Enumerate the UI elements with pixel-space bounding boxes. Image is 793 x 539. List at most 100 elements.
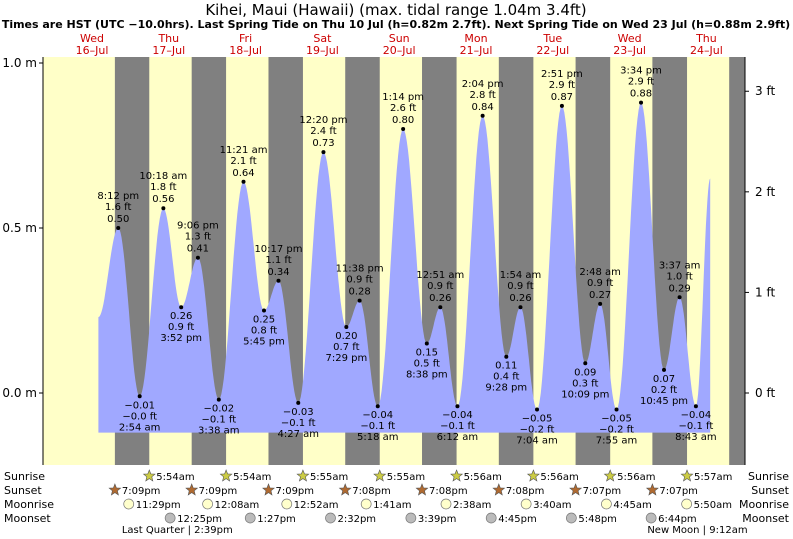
tide-height-ft: 1.8 ft [150,182,176,193]
moonset-icon [164,512,176,524]
tide-point [455,404,460,409]
tide-time: 2:48 am [579,267,621,278]
high-tide: 12:20 pm2.4 ft0.73 [299,115,348,155]
sunset-time: 7:07pm [583,486,622,497]
sunset-icon [569,483,583,496]
tide-height-m: −0.04 [362,410,393,421]
tide-time: 3:37 am [659,260,701,271]
tide-height-m: −0.05 [522,414,553,425]
low-tide: −0.05−0.2 ft7:55 am [596,407,637,447]
tide-height-ft: 0.9 ft [507,281,533,292]
tide-height-m: 0.25 [253,315,275,326]
moonset-time: 5:48pm [578,514,617,525]
tide-point [344,325,349,329]
tide-point [137,394,142,399]
chart-title: Kihei, Maui (Hawaii) (max. tidal range 1… [205,1,586,19]
tide-time: 8:43 am [675,432,717,443]
low-tide: 0.110.4 ft9:28 pm [485,354,527,394]
sunrise-time: 5:57am [694,472,732,483]
tide-height-ft: 0.5 ft [414,359,440,370]
sunset-time: 7:09pm [275,486,314,497]
high-tide: 2:48 am0.9 ft0.27 [579,267,621,306]
tide-height-m: 0.56 [152,194,174,205]
tide-point [216,397,221,402]
moonrise-time: 4:45am [613,500,651,511]
high-tide: 12:51 am0.9 ft0.26 [416,270,464,310]
tide-point [276,278,281,283]
low-tide: 0.250.8 ft5:45 pm [243,308,285,348]
sunset-icon [185,483,199,496]
tide-height-m: 0.29 [668,283,690,294]
day-labels: Wed16–JulThu17–JulFri18–JulSat19–JulSun2… [76,32,723,57]
day-name: Tue [542,32,562,45]
tide-height-m: 0.26 [429,293,451,304]
tide-height-ft: 2.6 ft [390,103,416,114]
day-name: Mon [464,32,487,45]
high-tide: 8:12 pm1.6 ft0.50 [97,191,139,230]
moon-phase-label: Last Quarter | 2:39pm [122,525,233,536]
right-tick-label: 0 ft [755,386,775,400]
moonrise-icon [681,498,693,510]
tide-point [161,206,166,211]
tide-height-ft: 0.9 ft [427,281,453,292]
tide-time: 2:51 pm [541,69,583,80]
tide-time: 6:12 am [437,432,479,443]
sunrise-icon [603,469,617,482]
left-tick-label: 1.0 m [2,56,37,70]
moonset-time: 4:45pm [498,514,537,525]
tide-point [614,407,619,412]
sunset-icon [415,483,429,496]
high-tide: 11:38 pm0.9 ft0.28 [336,264,384,303]
low-tide: 0.260.9 ft3:52 pm [160,305,202,344]
tide-time: 8:38 pm [406,370,448,381]
moonrise-icon [601,498,612,510]
tide-height-ft: 2.8 ft [469,90,495,101]
day-date: 20–Jul [383,44,416,57]
moonrise-time: 5:50am [694,500,732,511]
tide-height-ft: 2.4 ft [310,126,336,137]
tide-height-m: 0.28 [348,287,370,298]
tide-time: 12:51 am [416,270,464,281]
tide-point [357,298,362,303]
low-tide: −0.04−0.1 ft5:18 am [357,404,399,443]
tide-height-m: 0.26 [509,293,531,304]
high-tide: 9:06 pm1.3 ft0.41 [177,221,219,260]
tide-height-m: −0.04 [442,410,473,421]
tide-height-m: 0.20 [335,331,357,342]
tide-point [583,361,588,366]
tide-height-ft: −0.1 ft [281,418,316,429]
tide-time: 2:54 am [119,422,161,433]
tide-time: 9:28 pm [485,383,527,394]
sunrise-time: 5:55am [310,472,348,483]
tide-height-m: 0.41 [187,244,209,255]
low-tide: 0.150.5 ft8:38 pm [406,341,448,381]
moonset-icon [566,512,577,524]
sunset-time: 7:09pm [199,486,238,497]
low-tide: 0.200.7 ft7:29 pm [325,325,367,364]
tide-height-m: 0.27 [589,290,611,301]
tide-height-ft: 0.2 ft [651,385,677,396]
tide-height-m: −0.03 [283,407,314,418]
moonset-icon [645,512,657,524]
tide-height-m: 0.50 [107,214,129,225]
moonrise-row-label: Moonrise [4,498,54,511]
tide-area [98,102,711,433]
tide-time: 2:04 pm [462,79,504,90]
day-name: Sun [389,32,410,45]
high-tide: 2:51 pm2.9 ft0.87 [541,69,583,108]
sunrise-icon [450,469,464,482]
sunset-time: 7:08pm [506,486,545,497]
moonset-time: 6:44pm [658,514,697,525]
tide-time: 11:38 pm [336,264,384,275]
moonrise-icon [202,498,213,510]
moonrise-row-label-right: Moonrise [739,498,789,511]
tide-height-m: 0.15 [416,348,438,359]
tide-point [518,305,523,310]
moonset-icon [325,512,336,524]
axes: 0.0 m 0.5 m 1.0 m 0 ft 1 ft 2 ft 3 ft [2,56,775,465]
right-tick-label: 2 ft [755,185,775,199]
tide-height-m: −0.05 [601,414,632,425]
tide-height-ft: −0.1 ft [440,421,475,432]
